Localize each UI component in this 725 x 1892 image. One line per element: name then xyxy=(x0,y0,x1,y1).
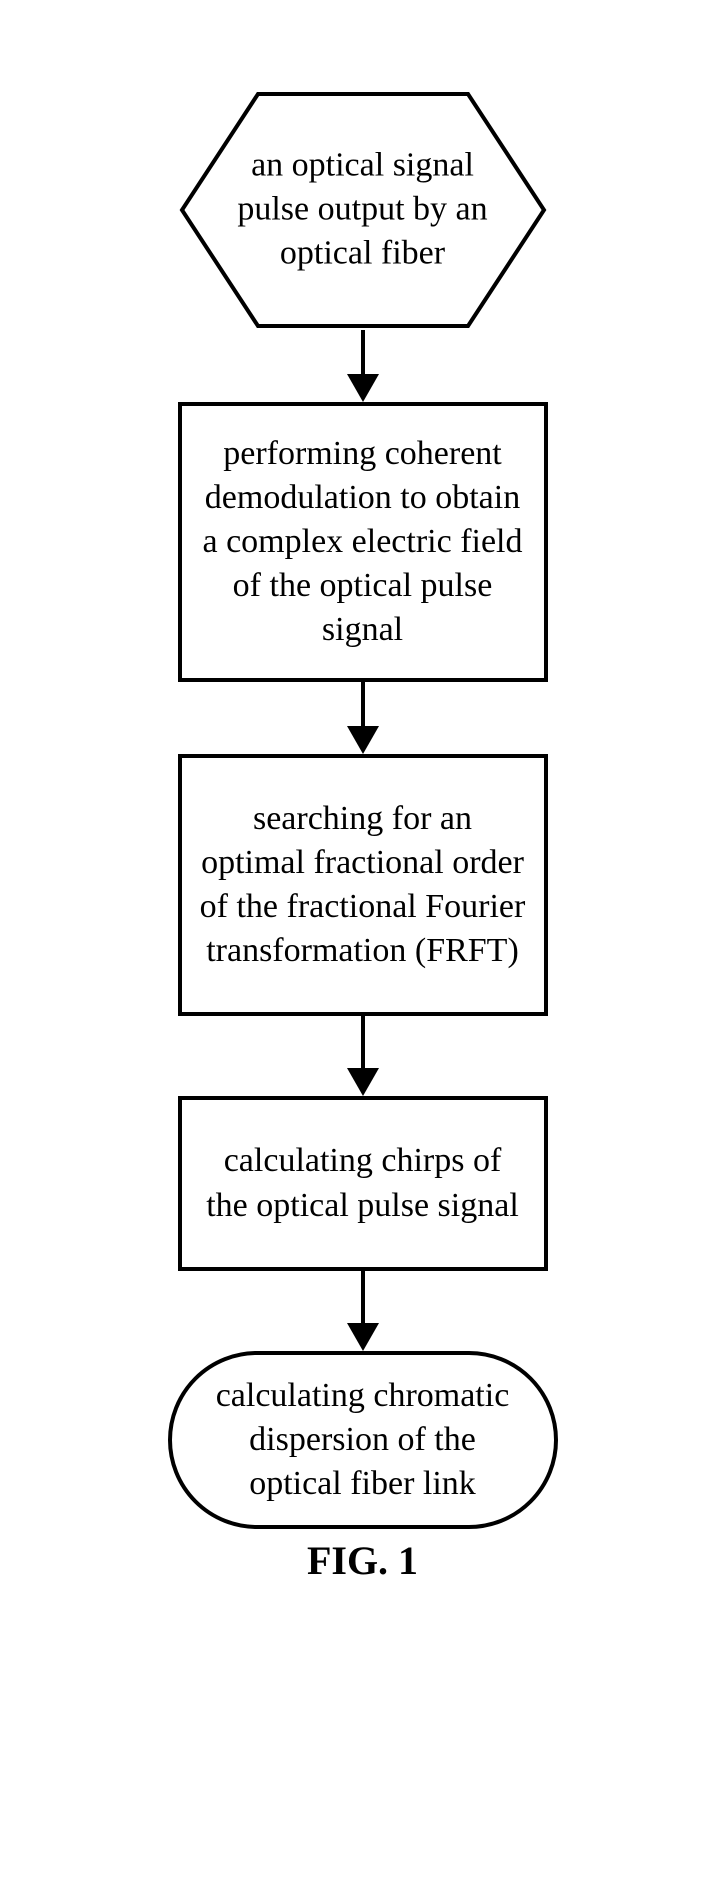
figure-caption: FIG. 1 xyxy=(307,1537,418,1584)
arrow-head xyxy=(347,726,379,754)
step3-text: calculating chirps of the optical pulse … xyxy=(200,1139,526,1227)
step2-text: searching for an optimal fractional orde… xyxy=(200,797,526,974)
step3-node: calculating chirps of the optical pulse … xyxy=(178,1096,548,1271)
step1-text: performing coherent demodulation to obta… xyxy=(200,432,526,653)
arrow-line xyxy=(361,1271,365,1323)
flowchart-container: an optical signal pulse output by an opt… xyxy=(168,90,558,1584)
arrow-head xyxy=(347,1323,379,1351)
arrow-4 xyxy=(347,1271,379,1351)
end-node-text: calculating chromatic dispersion of the … xyxy=(200,1374,526,1507)
step1-node: performing coherent demodulation to obta… xyxy=(178,402,548,682)
end-node: calculating chromatic dispersion of the … xyxy=(168,1351,558,1529)
start-node-text: an optical signal pulse output by an opt… xyxy=(213,144,513,277)
start-node: an optical signal pulse output by an opt… xyxy=(178,90,548,330)
arrow-line xyxy=(361,330,365,374)
arrow-2 xyxy=(347,682,379,754)
arrow-3 xyxy=(347,1016,379,1096)
arrow-line xyxy=(361,1016,365,1068)
arrow-1 xyxy=(347,330,379,402)
arrow-head xyxy=(347,1068,379,1096)
step2-node: searching for an optimal fractional orde… xyxy=(178,754,548,1016)
arrow-head xyxy=(347,374,379,402)
arrow-line xyxy=(361,682,365,726)
